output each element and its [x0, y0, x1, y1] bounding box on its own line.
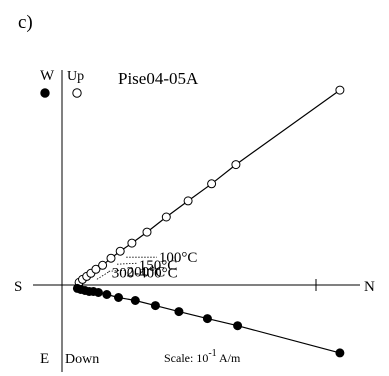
axes [33, 70, 360, 372]
open-point [127, 238, 137, 248]
legend-filled-marker [40, 88, 50, 98]
axis-label-west: W [40, 68, 55, 84]
filled-point [114, 293, 123, 302]
filled-point [335, 348, 345, 358]
filled-point [202, 314, 212, 324]
open-point [161, 212, 171, 222]
horizontal-projection-series [72, 283, 345, 358]
temperature-label: 300-400°C [112, 265, 178, 281]
temperature-label: 150°C [139, 258, 178, 274]
panel-label: c) [18, 12, 33, 33]
vertical-projection-series [74, 85, 345, 287]
open-point [335, 85, 345, 95]
scale-label: Scale: 10-1 A/m [164, 348, 241, 365]
open-point [98, 260, 108, 270]
open-point [183, 196, 193, 206]
annotation-leader [96, 270, 110, 280]
filled-point [150, 301, 160, 311]
series-layer [72, 85, 345, 358]
temperature-label: 100°C [159, 250, 198, 266]
open-point [231, 160, 241, 170]
filled-point [130, 296, 140, 305]
open-point [106, 253, 116, 263]
open-point [91, 264, 101, 274]
scale-unit: A/m [217, 351, 241, 365]
open-point [142, 227, 152, 237]
scale-prefix: Scale: 10 [164, 351, 208, 365]
open-point [115, 246, 125, 256]
axis-label-down: Down [65, 352, 99, 367]
filled-point [102, 290, 112, 299]
axis-label-east: E [40, 351, 49, 367]
legend-open-marker [72, 88, 82, 98]
annotation-leader [116, 262, 137, 265]
axis-label-up: Up [67, 69, 84, 84]
chart-title: Pise04-05A [118, 69, 199, 88]
filled-point [174, 307, 184, 317]
temperature-label: 200°C [127, 264, 166, 280]
annotation-leader [108, 269, 125, 272]
filled-point [93, 288, 103, 297]
scale-exponent: -1 [208, 348, 216, 359]
axis-label-north: N [364, 279, 375, 295]
open-point [207, 179, 217, 189]
axis-label-south: S [14, 279, 22, 295]
filled-point [233, 321, 243, 331]
